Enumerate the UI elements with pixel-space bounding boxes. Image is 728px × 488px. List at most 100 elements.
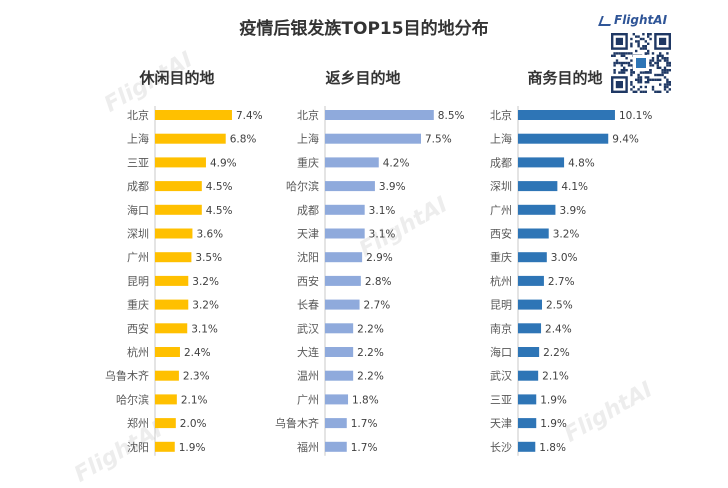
category-label: 北京	[490, 108, 512, 122]
category-label: 广州	[490, 204, 512, 217]
bar	[155, 299, 189, 310]
bar	[325, 441, 347, 452]
bar	[518, 275, 544, 286]
page-title: 疫情后银发族TOP15目的地分布	[239, 19, 489, 39]
value-label: 3.2%	[192, 276, 219, 288]
category-label: 西安	[127, 321, 149, 335]
bar	[155, 323, 188, 334]
value-label: 3.6%	[196, 229, 223, 241]
value-label: 2.8%	[365, 276, 392, 288]
value-label: 1.9%	[540, 394, 567, 406]
category-label: 成都	[490, 156, 512, 169]
category-label: 昆明	[490, 299, 512, 312]
value-label: 2.1%	[181, 394, 208, 406]
value-label: 8.5%	[438, 110, 465, 122]
bar	[325, 110, 434, 120]
value-label: 3.0%	[551, 252, 578, 264]
bar	[325, 181, 375, 192]
category-label: 深圳	[490, 180, 512, 193]
value-label: 7.5%	[425, 134, 452, 146]
bar	[155, 204, 202, 215]
bar	[518, 110, 615, 120]
bar	[325, 370, 354, 381]
category-label: 福州	[297, 440, 319, 454]
value-label: 1.9%	[540, 418, 567, 430]
bar	[155, 181, 202, 192]
category-label: 武汉	[490, 370, 512, 383]
bar	[518, 418, 537, 429]
category-label: 西安	[297, 274, 319, 288]
value-label: 2.2%	[357, 323, 384, 335]
bar	[155, 275, 189, 286]
category-label: 杭州	[490, 274, 512, 288]
bar	[518, 252, 547, 263]
bar	[325, 228, 365, 239]
value-label: 7.4%	[236, 110, 263, 122]
bar	[155, 394, 177, 405]
value-label: 3.9%	[379, 181, 406, 193]
category-label: 长沙	[490, 441, 512, 454]
category-label: 重庆	[297, 155, 319, 169]
bar	[518, 228, 549, 239]
bar	[325, 418, 347, 429]
bar	[518, 181, 558, 192]
category-label: 海口	[490, 345, 512, 359]
brand-logo: FlightAI	[598, 13, 680, 27]
category-label: 成都	[127, 180, 149, 193]
category-label: 武汉	[297, 322, 319, 335]
category-label: 三亚	[490, 393, 512, 406]
category-label: 广州	[127, 251, 149, 264]
bar	[155, 228, 193, 239]
category-label: 成都	[297, 204, 319, 217]
value-label: 3.2%	[553, 229, 580, 241]
value-label: 2.7%	[548, 276, 575, 288]
bar	[518, 347, 540, 357]
bar	[518, 204, 556, 215]
value-label: 1.8%	[352, 394, 379, 406]
value-label: 1.7%	[351, 418, 378, 430]
value-label: 4.9%	[210, 157, 237, 169]
value-label: 10.1%	[619, 110, 652, 122]
category-label: 郑州	[127, 416, 149, 430]
value-label: 2.2%	[357, 347, 384, 359]
category-label: 北京	[297, 108, 319, 122]
bar	[155, 133, 226, 144]
category-label: 上海	[127, 132, 149, 146]
category-label: 海口	[127, 203, 149, 217]
category-label: 深圳	[127, 228, 149, 241]
bar	[155, 370, 179, 381]
value-label: 1.9%	[179, 442, 206, 454]
bar	[325, 347, 354, 357]
value-label: 3.1%	[191, 323, 218, 335]
value-label: 2.2%	[357, 371, 384, 383]
chart-title: 返乡目的地	[325, 69, 400, 87]
category-label: 温州	[297, 370, 319, 383]
category-label: 哈尔滨	[286, 179, 319, 193]
bar	[518, 394, 537, 405]
bar	[155, 418, 176, 429]
value-label: 3.9%	[559, 205, 586, 217]
category-label: 广州	[297, 393, 319, 406]
bar	[325, 299, 360, 310]
value-label: 4.5%	[206, 205, 233, 217]
bar	[518, 441, 536, 452]
category-label: 大连	[297, 345, 319, 359]
bar	[325, 133, 421, 144]
value-label: 2.4%	[545, 323, 572, 335]
bar	[518, 157, 565, 168]
category-label: 上海	[297, 132, 319, 146]
bar	[518, 299, 542, 310]
bar	[518, 323, 542, 334]
bar	[155, 441, 175, 452]
category-label: 南京	[490, 321, 512, 335]
bar	[518, 370, 539, 381]
value-label: 6.8%	[230, 134, 257, 146]
category-label: 重庆	[127, 298, 149, 312]
value-label: 9.4%	[612, 134, 639, 146]
category-label: 哈尔滨	[116, 392, 149, 406]
bar	[155, 110, 232, 120]
category-label: 昆明	[127, 275, 149, 288]
value-label: 4.1%	[561, 181, 588, 193]
value-label: 3.2%	[192, 300, 219, 312]
value-label: 3.1%	[369, 229, 396, 241]
